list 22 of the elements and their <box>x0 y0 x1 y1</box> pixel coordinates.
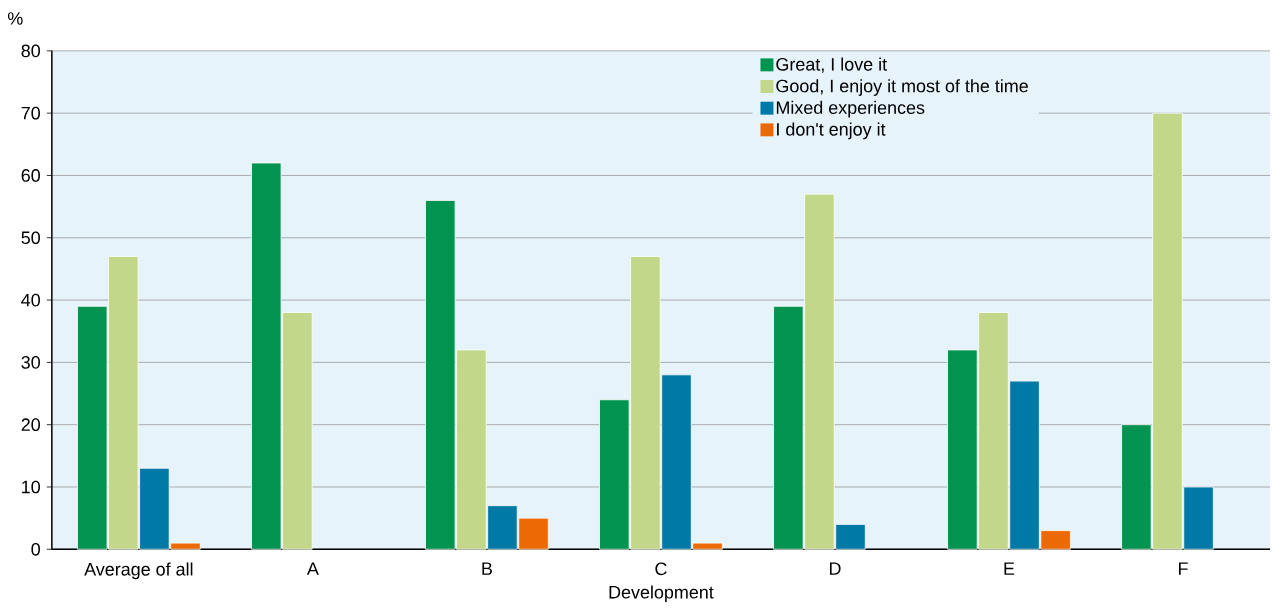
y-axis-title: % <box>7 12 23 25</box>
y-tick-label: 40 <box>21 293 40 307</box>
legend-label: Good, I enjoy it most of the time <box>776 79 1028 96</box>
y-tick-label: 60 <box>21 169 40 182</box>
y-tick-label: 80 <box>21 44 40 58</box>
x-tick-label: F <box>1179 562 1188 575</box>
x-tick-label: B <box>482 562 492 575</box>
x-tick-label: A <box>306 562 319 575</box>
y-tick-label: 20 <box>21 418 40 431</box>
x-tick-label: C <box>655 562 667 576</box>
x-tick-label: E <box>1004 562 1015 575</box>
y-tick-label: 30 <box>21 355 40 369</box>
x-axis-title: Development <box>609 585 714 603</box>
legend-label: Mixed experiences <box>776 100 925 118</box>
x-tick-label: Average of all <box>84 562 193 580</box>
y-tick-label: 70 <box>21 106 40 120</box>
y-tick-label: 50 <box>21 231 40 245</box>
y-tick-label: 0 <box>31 542 40 556</box>
y-tick-label: 10 <box>22 480 40 494</box>
legend-label: I don't enjoy it <box>777 122 886 140</box>
x-tick-label: D <box>829 562 841 575</box>
legend-label: Great, I love it <box>776 57 887 73</box>
